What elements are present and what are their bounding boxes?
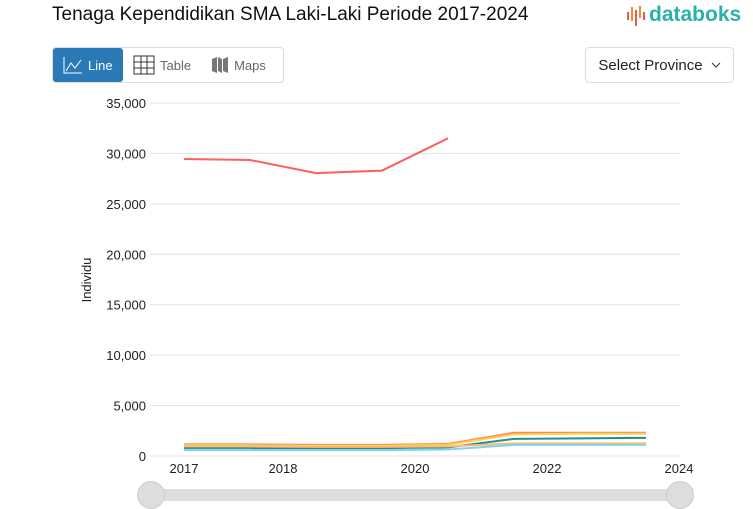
view-tabs: Line Table Maps [52, 47, 284, 83]
range-handle-left[interactable] [137, 481, 165, 509]
chevron-down-icon [711, 62, 720, 68]
series-line-2 [184, 432, 646, 447]
tab-table-label: Table [160, 57, 192, 73]
series-line-0 [183, 137, 449, 175]
y-tick-label: 20,000 [106, 247, 146, 262]
tab-maps-label: Maps [234, 57, 266, 73]
range-handle-right[interactable] [666, 481, 694, 509]
y-tick-label: 15,000 [106, 298, 146, 313]
page-title: Tenaga Kependidikan SMA Laki-Laki Period… [52, 4, 529, 25]
range-slider[interactable] [150, 489, 680, 501]
tab-table[interactable]: Table [123, 48, 201, 82]
databoks-logo: databoks [626, 3, 741, 27]
line-chart-icon [63, 57, 82, 74]
province-select-label: Select Province [598, 56, 703, 74]
y-axis-label: Individu [79, 258, 94, 303]
y-tick-label: 35,000 [106, 96, 146, 111]
y-tick-label: 25,000 [106, 197, 146, 212]
x-tick-label: 2017 [170, 461, 199, 476]
series-line-3 [184, 436, 647, 450]
logo-text: databoks [649, 3, 742, 26]
tab-line[interactable]: Line [53, 48, 123, 82]
x-tick-label: 2022 [533, 461, 562, 476]
logo-bars-icon [627, 6, 645, 26]
province-select[interactable]: Select Province [585, 47, 734, 83]
series-line-5 [184, 443, 646, 452]
x-tick-label: 2020 [401, 461, 430, 476]
y-tick-label: 5,000 [113, 399, 146, 414]
table-icon [133, 55, 155, 75]
y-tick-label: 0 [139, 449, 146, 464]
x-tick-label: 2024 [665, 461, 694, 476]
map-icon [212, 57, 229, 73]
tab-maps[interactable]: Maps [201, 48, 276, 82]
series-line-1 [184, 431, 646, 446]
tab-line-label: Line [88, 57, 113, 73]
x-tick-label: 2018 [269, 461, 298, 476]
series-line-4 [184, 442, 646, 448]
y-tick-label: 30,000 [106, 146, 146, 161]
y-tick-label: 10,000 [106, 348, 146, 363]
